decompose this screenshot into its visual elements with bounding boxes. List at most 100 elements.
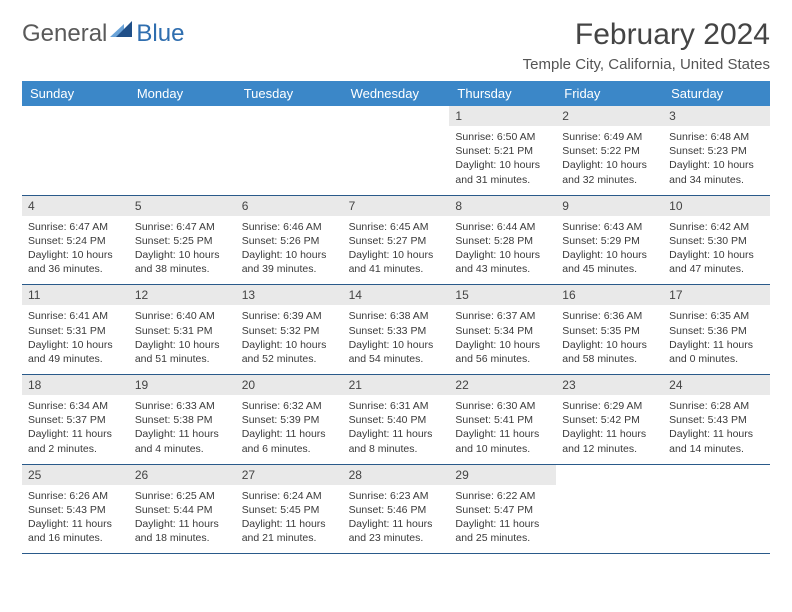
info-line: Sunset: 5:38 PM bbox=[135, 413, 230, 427]
info-line: Sunrise: 6:43 AM bbox=[562, 220, 657, 234]
day-info: Sunrise: 6:34 AMSunset: 5:37 PMDaylight:… bbox=[28, 399, 123, 456]
info-line: Daylight: 11 hours bbox=[562, 427, 657, 441]
day-cell: 9 Sunrise: 6:43 AMSunset: 5:29 PMDaylight… bbox=[556, 196, 663, 285]
info-line: Daylight: 10 hours bbox=[455, 248, 550, 262]
info-line: Sunset: 5:43 PM bbox=[28, 503, 123, 517]
info-line: and 34 minutes. bbox=[669, 173, 764, 187]
empty-cell bbox=[129, 106, 236, 195]
day-info: Sunrise: 6:33 AMSunset: 5:38 PMDaylight:… bbox=[135, 399, 230, 456]
info-line: Sunset: 5:40 PM bbox=[349, 413, 444, 427]
info-line: Sunrise: 6:31 AM bbox=[349, 399, 444, 413]
info-line: Daylight: 11 hours bbox=[455, 517, 550, 531]
info-line: Sunrise: 6:42 AM bbox=[669, 220, 764, 234]
info-line: Sunrise: 6:36 AM bbox=[562, 309, 657, 323]
day-info: Sunrise: 6:40 AMSunset: 5:31 PMDaylight:… bbox=[135, 309, 230, 366]
day-cell: 21 Sunrise: 6:31 AMSunset: 5:40 PMDayligh… bbox=[343, 375, 450, 464]
day-info: Sunrise: 6:43 AMSunset: 5:29 PMDaylight:… bbox=[562, 220, 657, 277]
info-line: and 36 minutes. bbox=[28, 262, 123, 276]
info-line: Sunrise: 6:34 AM bbox=[28, 399, 123, 413]
info-line: Daylight: 10 hours bbox=[242, 338, 337, 352]
info-line: Sunrise: 6:45 AM bbox=[349, 220, 444, 234]
info-line: Sunrise: 6:32 AM bbox=[242, 399, 337, 413]
info-line: Daylight: 10 hours bbox=[135, 248, 230, 262]
info-line: Daylight: 11 hours bbox=[669, 427, 764, 441]
day-info: Sunrise: 6:35 AMSunset: 5:36 PMDaylight:… bbox=[669, 309, 764, 366]
page-header: General Blue February 2024 Temple City, … bbox=[22, 18, 770, 73]
info-line: Daylight: 10 hours bbox=[349, 338, 444, 352]
day-cell: 4Sunrise: 6:47 AMSunset: 5:24 PMDaylight… bbox=[22, 196, 129, 285]
info-line: Sunset: 5:41 PM bbox=[455, 413, 550, 427]
info-line: and 14 minutes. bbox=[669, 442, 764, 456]
info-line: Daylight: 10 hours bbox=[669, 248, 764, 262]
date-number: 6 bbox=[236, 196, 343, 216]
info-line: Daylight: 11 hours bbox=[349, 427, 444, 441]
day-info: Sunrise: 6:37 AMSunset: 5:34 PMDaylight:… bbox=[455, 309, 550, 366]
info-line: Sunset: 5:39 PM bbox=[242, 413, 337, 427]
info-line: Sunset: 5:28 PM bbox=[455, 234, 550, 248]
day-info: Sunrise: 6:44 AMSunset: 5:28 PMDaylight:… bbox=[455, 220, 550, 277]
date-number: 11 bbox=[22, 285, 129, 305]
date-number: 9 bbox=[556, 196, 663, 216]
info-line: Sunrise: 6:38 AM bbox=[349, 309, 444, 323]
day-cell: 11 Sunrise: 6:41 AMSunset: 5:31 PMDayligh… bbox=[22, 285, 129, 374]
info-line: Sunrise: 6:23 AM bbox=[349, 489, 444, 503]
info-line: and 31 minutes. bbox=[455, 173, 550, 187]
info-line: Sunrise: 6:22 AM bbox=[455, 489, 550, 503]
info-line: Sunset: 5:27 PM bbox=[349, 234, 444, 248]
date-number: 4 bbox=[22, 196, 129, 216]
day-header-cell: Friday bbox=[556, 81, 663, 106]
info-line: Sunset: 5:31 PM bbox=[135, 324, 230, 338]
day-info: Sunrise: 6:47 AMSunset: 5:25 PMDaylight:… bbox=[135, 220, 230, 277]
date-number: 20 bbox=[236, 375, 343, 395]
info-line: Sunset: 5:26 PM bbox=[242, 234, 337, 248]
info-line: and 18 minutes. bbox=[135, 531, 230, 545]
week-row: 1Sunrise: 6:50 AMSunset: 5:21 PMDaylight… bbox=[22, 106, 770, 196]
day-cell: 29Sunrise: 6:22 AMSunset: 5:47 PMDayligh… bbox=[449, 465, 556, 554]
info-line: and 38 minutes. bbox=[135, 262, 230, 276]
info-line: Sunrise: 6:29 AM bbox=[562, 399, 657, 413]
day-info: Sunrise: 6:49 AMSunset: 5:22 PMDaylight:… bbox=[562, 130, 657, 187]
empty-cell bbox=[663, 465, 770, 554]
day-info: Sunrise: 6:24 AMSunset: 5:45 PMDaylight:… bbox=[242, 489, 337, 546]
info-line: Sunset: 5:30 PM bbox=[669, 234, 764, 248]
day-info: Sunrise: 6:25 AMSunset: 5:44 PMDaylight:… bbox=[135, 489, 230, 546]
info-line: Sunset: 5:33 PM bbox=[349, 324, 444, 338]
day-info: Sunrise: 6:42 AMSunset: 5:30 PMDaylight:… bbox=[669, 220, 764, 277]
day-cell: 13Sunrise: 6:39 AMSunset: 5:32 PMDayligh… bbox=[236, 285, 343, 374]
info-line: and 0 minutes. bbox=[669, 352, 764, 366]
date-number: 2 bbox=[556, 106, 663, 126]
info-line: Sunset: 5:23 PM bbox=[669, 144, 764, 158]
info-line: Sunrise: 6:50 AM bbox=[455, 130, 550, 144]
day-cell: 5Sunrise: 6:47 AMSunset: 5:25 PMDaylight… bbox=[129, 196, 236, 285]
info-line: and 47 minutes. bbox=[669, 262, 764, 276]
date-number: 23 bbox=[556, 375, 663, 395]
day-cell: 24Sunrise: 6:28 AMSunset: 5:43 PMDayligh… bbox=[663, 375, 770, 464]
day-info: Sunrise: 6:26 AMSunset: 5:43 PMDaylight:… bbox=[28, 489, 123, 546]
info-line: Daylight: 11 hours bbox=[242, 517, 337, 531]
day-cell: 22Sunrise: 6:30 AMSunset: 5:41 PMDayligh… bbox=[449, 375, 556, 464]
date-number: 27 bbox=[236, 465, 343, 485]
day-info: Sunrise: 6:29 AMSunset: 5:42 PMDaylight:… bbox=[562, 399, 657, 456]
date-number: 3 bbox=[663, 106, 770, 126]
info-line: Daylight: 10 hours bbox=[135, 338, 230, 352]
day-cell: 6Sunrise: 6:46 AMSunset: 5:26 PMDaylight… bbox=[236, 196, 343, 285]
date-number: 21 bbox=[343, 375, 450, 395]
date-number: 15 bbox=[449, 285, 556, 305]
day-header-cell: Tuesday bbox=[236, 81, 343, 106]
info-line: Daylight: 10 hours bbox=[562, 248, 657, 262]
date-number: 16 bbox=[556, 285, 663, 305]
day-info: Sunrise: 6:32 AMSunset: 5:39 PMDaylight:… bbox=[242, 399, 337, 456]
info-line: Sunrise: 6:41 AM bbox=[28, 309, 123, 323]
empty-cell bbox=[343, 106, 450, 195]
date-number: 12 bbox=[129, 285, 236, 305]
weeks-container: 1Sunrise: 6:50 AMSunset: 5:21 PMDaylight… bbox=[22, 106, 770, 554]
day-cell: 23 Sunrise: 6:29 AMSunset: 5:42 PMDayligh… bbox=[556, 375, 663, 464]
day-cell: 16Sunrise: 6:36 AMSunset: 5:35 PMDayligh… bbox=[556, 285, 663, 374]
day-info: Sunrise: 6:41 AMSunset: 5:31 PMDaylight:… bbox=[28, 309, 123, 366]
day-cell: 15 Sunrise: 6:37 AMSunset: 5:34 PMDayligh… bbox=[449, 285, 556, 374]
info-line: and 51 minutes. bbox=[135, 352, 230, 366]
day-header-row: SundayMondayTuesdayWednesdayThursdayFrid… bbox=[22, 81, 770, 106]
info-line: Daylight: 10 hours bbox=[562, 338, 657, 352]
day-cell: 8Sunrise: 6:44 AMSunset: 5:28 PMDaylight… bbox=[449, 196, 556, 285]
info-line: and 39 minutes. bbox=[242, 262, 337, 276]
